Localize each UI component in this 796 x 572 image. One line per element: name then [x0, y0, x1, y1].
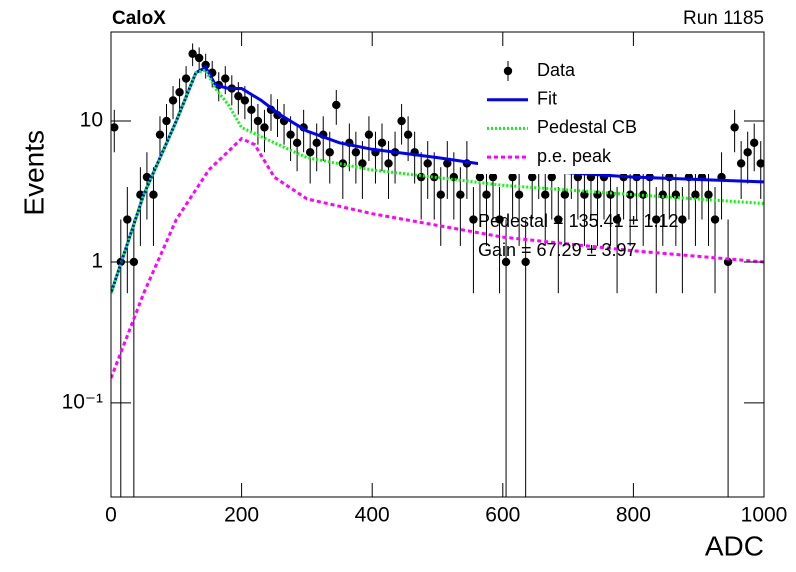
annotation: Gain = 67.29 ± 3.97 — [478, 240, 637, 260]
data-point — [234, 91, 243, 101]
data-point — [541, 190, 550, 199]
data-point — [652, 215, 661, 224]
data-point — [514, 190, 524, 199]
overlay-layer: Data Fit Pedestal CB p.e. peak Pedestal = 13… — [478, 56, 710, 260]
legend-box — [478, 56, 710, 174]
plot-layer — [111, 43, 764, 497]
data-point — [750, 138, 759, 148]
data-point — [736, 159, 746, 168]
fit-curve — [111, 68, 764, 294]
data-point — [508, 172, 517, 182]
data-point — [325, 148, 334, 157]
data-point — [129, 257, 139, 267]
data-point — [469, 215, 478, 224]
y-axis-label: Events — [18, 130, 49, 216]
data-point — [436, 190, 445, 199]
data-point — [730, 123, 739, 132]
data-point — [286, 130, 295, 139]
data-point — [397, 116, 406, 126]
data-point — [443, 159, 452, 168]
data-point — [501, 257, 511, 267]
data-point — [168, 96, 178, 105]
data-point — [149, 190, 158, 199]
data-point — [495, 215, 504, 224]
data-point — [678, 215, 687, 224]
data-point — [547, 172, 556, 182]
x-tick-label: 1000 — [741, 504, 788, 527]
y-tick-label: 10⁻¹ — [62, 390, 103, 413]
legend-label: Fit — [537, 88, 557, 108]
legend-marker — [503, 66, 513, 76]
data-point — [123, 215, 132, 224]
data-point — [312, 138, 321, 148]
data-point — [332, 100, 341, 110]
data-point — [305, 148, 315, 157]
data-point — [247, 105, 256, 115]
chart-title: CaloX — [112, 8, 166, 29]
data-point — [181, 74, 191, 83]
data-point — [475, 172, 485, 182]
data-point — [521, 257, 530, 267]
data-point — [188, 49, 197, 58]
data-point — [756, 159, 764, 168]
x-tick-label: 400 — [355, 504, 390, 527]
y-tick-label: 1 — [91, 250, 103, 273]
data-point — [358, 159, 367, 168]
x-tick-label: 0 — [105, 504, 117, 527]
data-point — [260, 123, 269, 132]
data-point — [351, 148, 361, 157]
chart-subtitle: Run 1185 — [683, 8, 764, 29]
data-point — [606, 190, 615, 199]
data-point — [240, 96, 250, 105]
legend-label: Data — [537, 60, 576, 80]
data-point — [560, 190, 570, 199]
y-tick-label: 10 — [80, 109, 103, 132]
data-point — [384, 159, 393, 168]
data-point — [423, 159, 432, 168]
data-point — [743, 148, 752, 157]
data-point — [377, 138, 387, 148]
data-point — [612, 215, 622, 224]
data-point — [430, 172, 439, 182]
x-tick-label: 200 — [224, 504, 259, 527]
x-tick-label: 600 — [485, 504, 520, 527]
data-point — [482, 190, 491, 199]
data-point — [292, 138, 302, 148]
data-point — [162, 116, 171, 126]
data-point — [527, 172, 537, 182]
data-point — [691, 190, 700, 199]
data-point — [194, 53, 204, 63]
data-point — [364, 130, 374, 139]
data-point — [710, 215, 720, 224]
data-point — [111, 123, 119, 132]
annotation: Pedestal = 135.41 ± 1.12 — [478, 211, 679, 231]
data-point — [175, 88, 184, 97]
legend-label: Pedestal CB — [537, 117, 637, 137]
data-point — [155, 130, 165, 139]
legend-label: p.e. peak — [537, 146, 612, 166]
fit-curve — [111, 136, 764, 379]
x-tick-label: 800 — [616, 504, 651, 527]
data-point — [221, 74, 230, 83]
data-point — [488, 172, 498, 182]
plot-frame — [110, 31, 765, 498]
data-point — [456, 190, 465, 199]
data-point — [554, 215, 563, 224]
x-axis-label: ADC — [705, 530, 764, 561]
data-point — [658, 190, 667, 199]
data-point — [704, 190, 713, 199]
data-point — [403, 130, 413, 139]
data-point — [253, 116, 263, 126]
